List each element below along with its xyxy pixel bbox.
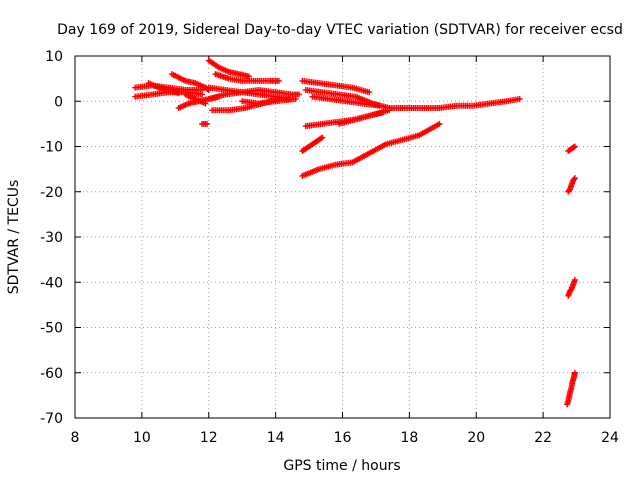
data-point [571,369,578,376]
data-point [516,95,523,102]
data-point [571,176,578,183]
x-tick-label: 20 [467,430,485,446]
x-tick-label: 14 [267,430,285,446]
x-tick-label: 12 [200,430,218,446]
y-tick-label: -40 [40,275,63,291]
chart-title: Day 169 of 2019, Sidereal Day-to-day VTE… [57,22,623,38]
data-point [202,100,209,107]
data-point [570,144,577,151]
x-tick-labels: 8 10 12 14 16 18 20 22 24 [71,430,619,446]
data-point [319,134,326,141]
y-axis-label: SDTVAR / TECUs [6,180,22,295]
y-tick-label: 10 [45,49,63,65]
x-tick-label: 24 [601,430,619,446]
data-point [175,90,182,97]
data-point [376,102,383,109]
y-tick-labels: 10 0 -10 -20 -30 -40 -50 -60 -70 [40,49,63,427]
data-point [571,143,578,150]
y-tick-label: 0 [54,94,63,110]
x-tick-label: 22 [534,430,552,446]
y-tick-label: -30 [40,230,63,246]
x-axis-label: GPS time / hours [283,458,400,474]
data-point [436,120,443,127]
plot-frame [74,55,611,419]
y-tick-label: -50 [40,321,63,337]
data-point [292,95,299,102]
y-tick-label: -60 [40,366,63,382]
x-tick-label: 10 [133,430,151,446]
y-tick-label: -20 [40,185,63,201]
x-tick-label: 8 [71,430,80,446]
data-point [571,276,578,283]
data-point [571,175,578,182]
y-tick-label: -10 [40,140,63,156]
x-tick-label: 18 [400,430,418,446]
data-point [386,107,393,114]
data-point [275,77,282,84]
data-point [245,73,252,80]
grid-lines [75,56,610,418]
data-points [132,57,578,408]
data-point [204,120,211,127]
data-point [366,89,373,96]
x-tick-label: 16 [334,430,352,446]
y-tick-label: -70 [40,411,63,427]
data-point [296,91,303,98]
